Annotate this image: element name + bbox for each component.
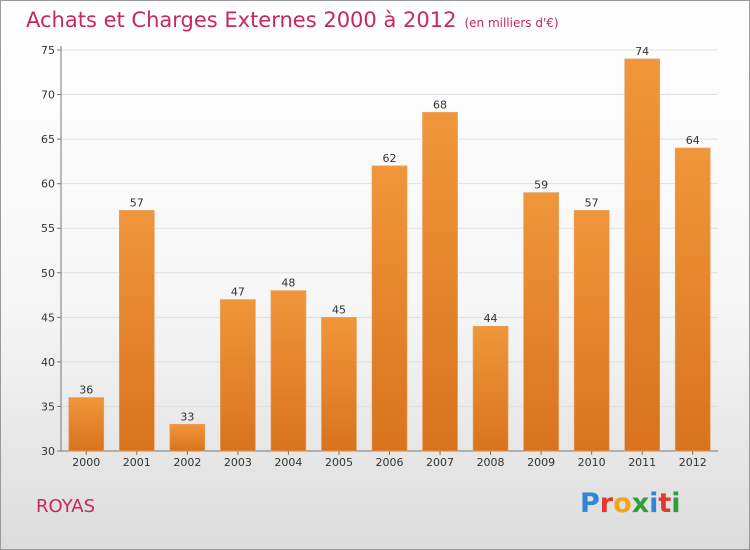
y-tick-label: 50 [41,267,55,280]
logo-letter: r [599,488,614,519]
bar [220,299,256,452]
y-tick-label: 65 [41,133,55,146]
bar [270,290,307,452]
x-tick-label: 2002 [173,456,201,469]
bar-value-label: 74 [635,45,649,58]
bar-value-label: 68 [433,98,447,111]
y-tick-label: 75 [41,44,55,57]
bar-value-label: 44 [484,312,498,325]
bar [119,210,155,452]
bar [68,397,105,452]
proxiti-logo: Proxiti [580,488,681,519]
logo-letter: i [649,488,659,519]
y-tick-label: 40 [41,356,55,369]
bar-value-label: 57 [130,196,144,209]
chart-title: Achats et Charges Externes 2000 à 2012 (e… [26,8,559,32]
logo-letter: o [613,488,632,519]
x-tick-label: 2007 [426,456,454,469]
x-tick-label: 2008 [477,456,505,469]
bar-value-label: 48 [281,277,295,290]
y-tick-label: 55 [41,222,55,235]
bar-value-label: 33 [180,410,194,423]
y-tick-label: 70 [41,89,55,102]
x-tick-label: 2009 [527,456,555,469]
bar-value-label: 45 [332,303,346,316]
x-tick-label: 2001 [123,456,151,469]
x-tick-label: 2000 [72,456,100,469]
chart-subtitle: (en milliers d'€) [464,16,559,30]
x-tick-label: 2012 [679,456,707,469]
y-tick-label: 30 [41,445,55,458]
x-tick-label: 2003 [224,456,252,469]
bar [169,423,206,452]
bar-value-label: 57 [585,196,599,209]
x-tick-label: 2006 [376,456,404,469]
bar [371,165,408,452]
bar [472,325,509,452]
bar [422,112,458,452]
logo-letter: P [580,488,600,519]
y-tick-label: 35 [41,400,55,413]
logo-letter: x [631,488,650,519]
logo-letter: t [658,488,672,519]
x-tick-label: 2010 [578,456,606,469]
bar [573,210,610,452]
chart-title-text: Achats et Charges Externes 2000 à 2012 [26,8,457,32]
bar-value-label: 62 [383,152,397,165]
x-tick-label: 2005 [325,456,353,469]
y-tick-label: 60 [41,178,55,191]
bar [624,58,660,452]
y-tick-label: 45 [41,311,55,324]
location-label: ROYAS [36,496,96,517]
logo-letter: i [671,488,681,519]
x-tick-label: 2011 [628,456,656,469]
bar [523,192,559,452]
bar-value-label: 59 [534,179,548,192]
bar [321,317,357,452]
bar-value-label: 47 [231,286,245,299]
bar [674,147,711,452]
x-tick-label: 2004 [274,456,302,469]
bar-value-label: 64 [686,134,700,147]
bar-value-label: 36 [79,384,93,397]
